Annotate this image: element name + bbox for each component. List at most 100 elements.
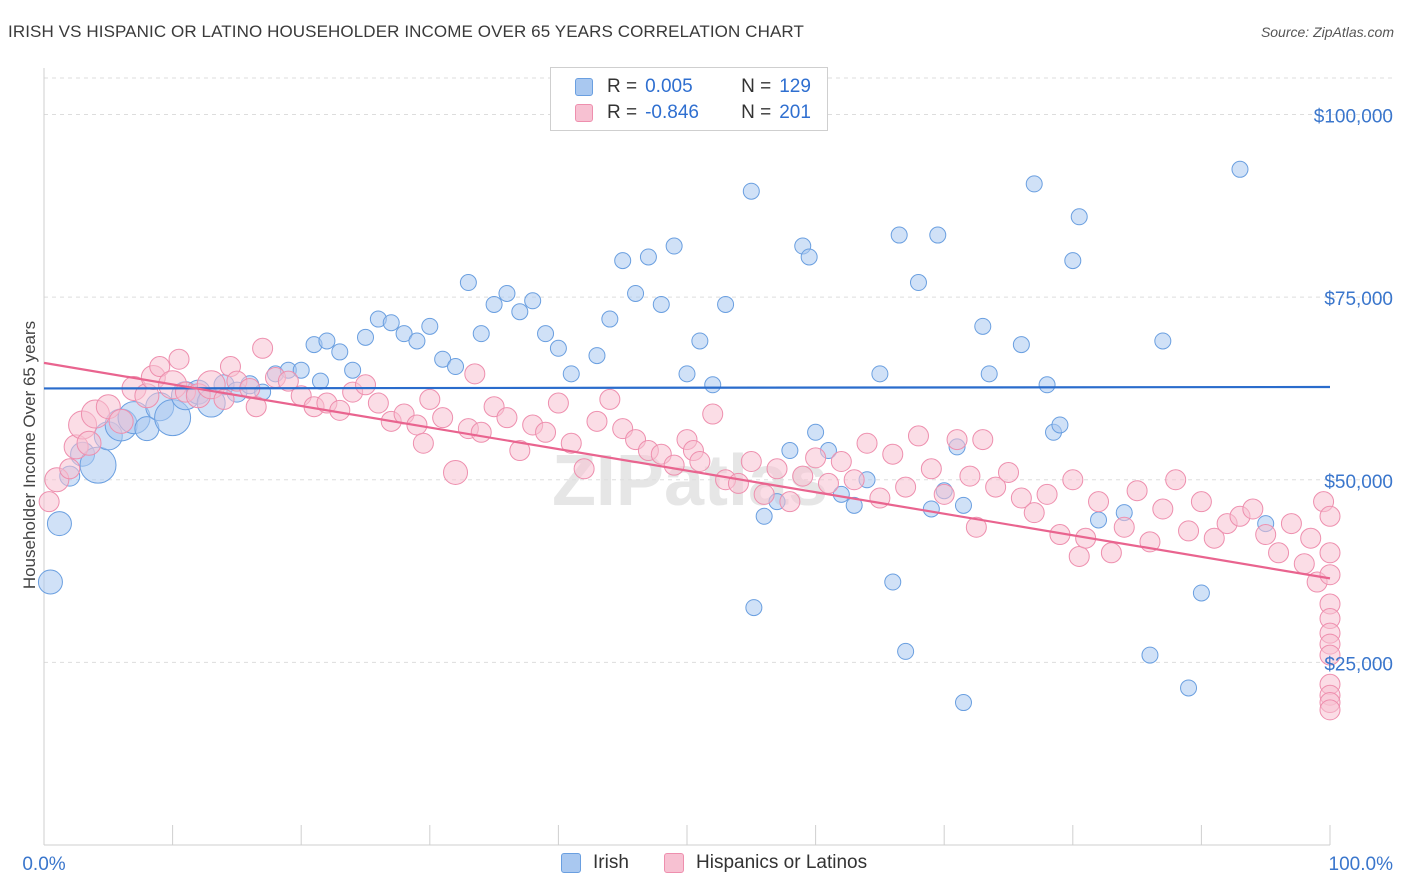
hispanic-point-36: [412, 432, 434, 454]
hispanic-legend-swatch: [664, 853, 684, 873]
irish-point-73: [929, 226, 947, 244]
hispanic-point-52: [599, 388, 621, 410]
irish-point-78: [974, 317, 992, 335]
hispanic-point-84: [985, 476, 1007, 498]
hispanic-point-91: [1068, 545, 1090, 567]
irish-point-54: [717, 295, 735, 313]
irish-point-53: [704, 376, 722, 394]
hispanic-point-82: [965, 516, 987, 538]
y-tick-label-3: $100,000: [1314, 107, 1393, 128]
irish-point-42: [562, 365, 580, 383]
hispanic-point-44: [496, 407, 518, 429]
irish-point-40: [537, 325, 555, 343]
hispanic-point-0: [38, 491, 60, 513]
legend-row-hispanic: R = -0.846 N = 201: [575, 101, 811, 125]
hispanic-point-83: [972, 429, 994, 451]
irish-point-44: [588, 347, 606, 365]
irish-r-value: 0.005: [645, 76, 693, 97]
hispanic-point-109: [1293, 553, 1315, 575]
legend-item-irish[interactable]: Irish: [561, 852, 629, 874]
hispanic-point-22: [245, 396, 267, 418]
irish-point-62: [807, 423, 825, 441]
hispanic-point-85: [998, 461, 1019, 483]
hispanic-point-63: [727, 472, 749, 494]
hispanic-point-39: [443, 459, 469, 485]
irish-point-85: [1064, 252, 1082, 270]
hispanic-point-108: [1280, 513, 1302, 535]
legend-item-hispanic[interactable]: Hispanics or Latinos: [664, 852, 867, 874]
hispanic-point-31: [355, 374, 376, 396]
irish-point-46: [614, 252, 632, 270]
hispanic-point-88: [1036, 483, 1058, 505]
irish-point-79: [980, 365, 998, 383]
irish-point-20: [292, 361, 310, 379]
hispanic-point-79: [933, 483, 955, 505]
irish-point-56: [745, 599, 763, 617]
hispanic-point-77: [907, 425, 929, 447]
hispanic-point-106: [1255, 524, 1277, 546]
hispanic-point-76: [895, 476, 917, 498]
hispanic-point-113: [1319, 505, 1341, 527]
irish-point-35: [472, 325, 490, 343]
irish-point-59: [781, 442, 799, 460]
hispanic-point-110: [1300, 527, 1322, 549]
hispanic-point-72: [843, 469, 865, 491]
irish-point-93: [1231, 160, 1249, 178]
hispanic-swatch: [575, 104, 593, 122]
hispanic-point-25: [277, 370, 299, 392]
hispanic-point-32: [367, 392, 389, 414]
irish-point-69: [890, 226, 908, 244]
hispanic-point-81: [959, 465, 981, 487]
irish-point-80: [1012, 336, 1030, 354]
irish-point-50: [665, 237, 683, 255]
hispanic-point-2: [59, 458, 81, 480]
legend-row-irish: R = 0.005 N = 129: [575, 75, 811, 99]
irish-point-76: [954, 496, 972, 514]
irish-point-77: [954, 694, 972, 712]
hispanic-point-37: [419, 388, 441, 410]
hispanic-n-value: 201: [779, 102, 811, 123]
irish-trend-line: [43, 385, 1331, 390]
hispanic-legend-label: Hispanics or Latinos: [696, 852, 868, 873]
irish-point-52: [691, 332, 709, 350]
hispanic-point-100: [1178, 520, 1200, 542]
hispanic-point-101: [1190, 491, 1212, 513]
hispanic-point-66: [766, 458, 788, 480]
hispanic-point-105: [1242, 498, 1264, 520]
irish-point-1: [46, 511, 72, 537]
irish-point-90: [1154, 332, 1172, 350]
hispanic-point-114: [1319, 542, 1341, 564]
hispanic-point-38: [432, 407, 454, 429]
hispanic-point-98: [1152, 498, 1174, 520]
hispanic-r-value: -0.846: [645, 102, 699, 123]
hispanic-point-107: [1268, 542, 1290, 564]
hispanic-point-14: [168, 348, 190, 370]
hispanic-point-86: [1010, 487, 1032, 509]
irish-point-37: [498, 284, 516, 302]
irish-point-25: [344, 361, 362, 379]
hispanic-point-68: [792, 465, 814, 487]
hispanic-point-95: [1113, 516, 1135, 538]
x-tick-label-0: 0.0%: [22, 854, 65, 875]
x-tick-label-1: 100.0%: [1329, 854, 1394, 875]
irish-point-30: [408, 332, 426, 350]
irish-point-22: [311, 372, 329, 390]
hispanic-point-65: [753, 483, 775, 505]
irish-point-32: [434, 350, 452, 368]
irish-point-0: [37, 569, 63, 595]
hispanic-point-57: [663, 454, 685, 476]
irish-point-34: [459, 274, 477, 292]
hispanic-point-75: [882, 443, 904, 465]
irish-n-label: N =: [741, 76, 772, 97]
hispanic-point-73: [856, 432, 878, 454]
irish-point-48: [639, 248, 657, 266]
irish-point-68: [884, 573, 902, 591]
irish-point-24: [331, 343, 349, 361]
y-tick-label-1: $50,000: [1324, 472, 1393, 493]
irish-point-92: [1192, 584, 1210, 602]
irish-point-55: [742, 182, 760, 200]
hispanic-point-48: [547, 392, 569, 414]
hispanic-point-23: [252, 337, 274, 359]
irish-point-67: [871, 365, 889, 383]
